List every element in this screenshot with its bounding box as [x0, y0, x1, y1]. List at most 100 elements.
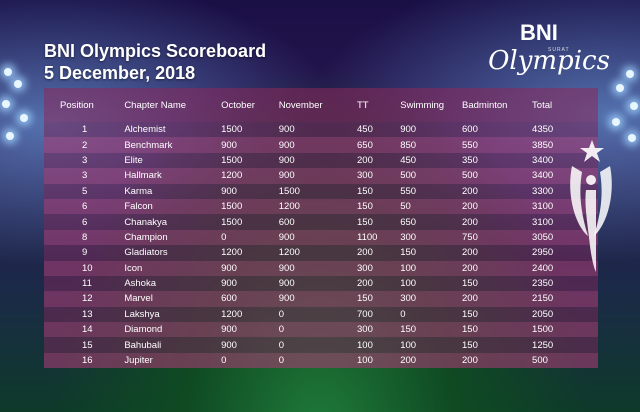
swimming-cell: 100 — [400, 339, 417, 351]
swimming-cell: 650 — [400, 216, 417, 228]
column-header-total: Total — [532, 99, 553, 111]
chapter-name-cell: Gladiators — [124, 247, 168, 259]
tt-cell: 150 — [357, 201, 373, 213]
swimming-cell: 150 — [400, 324, 417, 336]
tt-cell: 300 — [357, 170, 373, 182]
scoreboard-table: Position Chapter Name October November T… — [44, 88, 598, 369]
table-row: 13 Lakshya 1200 0 700 0 150 2050 — [44, 306, 598, 323]
october-cell: 1200 — [221, 247, 243, 259]
table-row: 3 Hallmark 1200 900 300 500 500 3400 — [44, 168, 598, 184]
total-cell: 500 — [532, 355, 548, 367]
position-cell: 6 — [82, 201, 88, 213]
column-header-badminton: Badminton — [462, 99, 508, 111]
swimming-cell: 550 — [400, 185, 417, 197]
total-cell: 3100 — [532, 201, 554, 213]
swimming-cell: 900 — [400, 124, 417, 136]
november-cell: 0 — [278, 308, 285, 320]
tt-cell: 300 — [357, 324, 373, 336]
table-row: 2 Benchmark 900 900 650 850 550 3850 — [44, 137, 598, 153]
october-cell: 900 — [221, 324, 237, 336]
tt-cell: 650 — [357, 139, 373, 151]
chapter-name-cell: Diamond — [124, 324, 163, 336]
table-row: 16 Jupiter 0 0 100 200 200 500 — [44, 352, 598, 369]
october-cell: 0 — [221, 231, 227, 243]
position-cell: 13 — [82, 308, 93, 320]
total-cell: 1500 — [532, 324, 554, 336]
swimming-cell: 50 — [400, 201, 411, 213]
november-cell: 900 — [278, 231, 295, 243]
chapter-name-cell: Falcon — [124, 201, 153, 213]
total-cell: 1250 — [532, 339, 554, 351]
swimming-cell: 0 — [400, 308, 406, 320]
badminton-cell: 550 — [462, 139, 478, 151]
badminton-cell: 500 — [462, 170, 478, 182]
badminton-cell: 150 — [462, 308, 478, 320]
position-cell: 11 — [82, 278, 92, 290]
swimming-cell: 450 — [400, 154, 417, 166]
swimming-cell: 200 — [400, 355, 417, 367]
november-cell: 0 — [278, 324, 285, 336]
total-cell: 2400 — [532, 262, 554, 274]
october-cell: 1200 — [221, 170, 243, 182]
november-cell: 0 — [278, 339, 285, 351]
table-header-row: Position Chapter Name October November T… — [44, 88, 598, 122]
tt-cell: 100 — [357, 339, 373, 351]
date-line: 5 December, 2018 — [44, 63, 196, 83]
november-cell: 900 — [278, 139, 295, 151]
november-cell: 900 — [278, 124, 295, 136]
tt-cell: 700 — [357, 308, 373, 320]
position-cell: 10 — [82, 262, 93, 274]
position-cell: 15 — [82, 339, 93, 351]
october-cell: 600 — [221, 293, 237, 305]
page-title: BNI Olympics Scoreboard 5 December, 2018 — [44, 40, 266, 84]
badminton-cell: 200 — [462, 262, 478, 274]
october-cell: 1500 — [221, 124, 243, 136]
position-cell: 9 — [82, 247, 88, 259]
november-cell: 900 — [278, 154, 295, 166]
column-header-october: October — [221, 99, 255, 111]
badminton-cell: 200 — [462, 185, 478, 197]
chapter-name-cell: Marvel — [124, 293, 153, 305]
october-cell: 900 — [221, 262, 237, 274]
bni-olympics-logo: BNI SURAT Olympics — [484, 20, 614, 78]
chapter-name-cell: Icon — [124, 262, 143, 274]
position-cell: 3 — [82, 154, 88, 166]
table-row: 6 Chanakya 1500 600 150 650 200 3100 — [44, 214, 598, 230]
swimming-cell: 300 — [400, 293, 417, 305]
october-cell: 900 — [221, 339, 237, 351]
november-cell: 1200 — [278, 247, 300, 259]
logo-olympics-text: Olympics — [488, 46, 610, 76]
table-row: 5 Karma 900 1500 150 550 200 3300 — [44, 183, 598, 199]
chapter-name-cell: Karma — [124, 185, 153, 197]
swimming-cell: 100 — [400, 278, 417, 290]
total-cell: 3400 — [532, 170, 554, 182]
position-cell: 8 — [82, 231, 88, 243]
tt-cell: 100 — [357, 355, 373, 367]
title-line: BNI Olympics Scoreboard — [44, 41, 267, 61]
tt-cell: 300 — [357, 262, 373, 274]
november-cell: 900 — [278, 170, 295, 182]
chapter-name-cell: Lakshya — [124, 308, 160, 320]
table-body: 1 Alchemist 1500 900 450 900 600 4350 2 Benchmark… — [44, 122, 598, 369]
position-cell: 2 — [82, 139, 88, 151]
column-header-position: Position — [60, 99, 94, 111]
badminton-cell: 200 — [462, 247, 478, 259]
tt-cell: 200 — [357, 247, 373, 259]
position-cell: 6 — [82, 216, 88, 228]
table-row: 11 Ashoka 900 900 200 100 150 2350 — [44, 275, 598, 292]
october-cell: 1500 — [221, 201, 243, 213]
tt-cell: 150 — [357, 185, 373, 197]
total-cell: 3300 — [532, 185, 554, 197]
total-cell: 3100 — [532, 216, 554, 228]
total-cell: 2350 — [532, 278, 554, 290]
october-cell: 1500 — [221, 154, 243, 166]
swimming-cell: 300 — [400, 231, 417, 243]
chapter-name-cell: Jupiter — [124, 355, 153, 367]
october-cell: 1500 — [221, 216, 243, 228]
olympics-figure-icon — [570, 140, 612, 272]
table-row: 15 Bahubali 900 0 100 100 150 1250 — [44, 337, 598, 353]
swimming-cell: 500 — [400, 170, 417, 182]
tt-cell: 150 — [357, 216, 373, 228]
chapter-name-cell: Chanakya — [124, 216, 168, 228]
total-cell: 2150 — [532, 293, 554, 305]
